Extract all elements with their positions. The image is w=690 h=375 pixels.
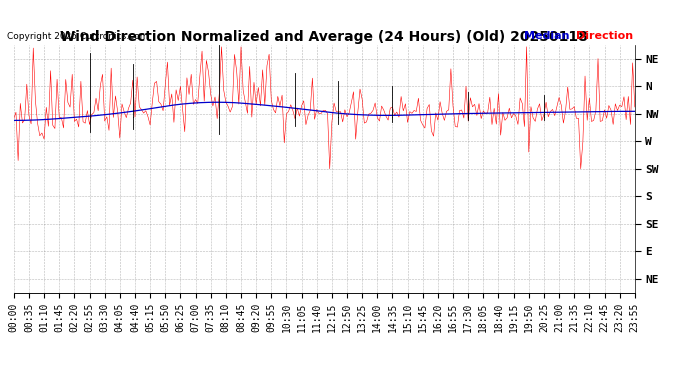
Text: Median: Median xyxy=(524,32,570,41)
Title: Wind Direction Normalized and Average (24 Hours) (Old) 20250118: Wind Direction Normalized and Average (2… xyxy=(60,30,589,44)
Text: Direction: Direction xyxy=(576,32,633,41)
Text: Copyright 2025 Curtronics.com: Copyright 2025 Curtronics.com xyxy=(7,32,148,41)
